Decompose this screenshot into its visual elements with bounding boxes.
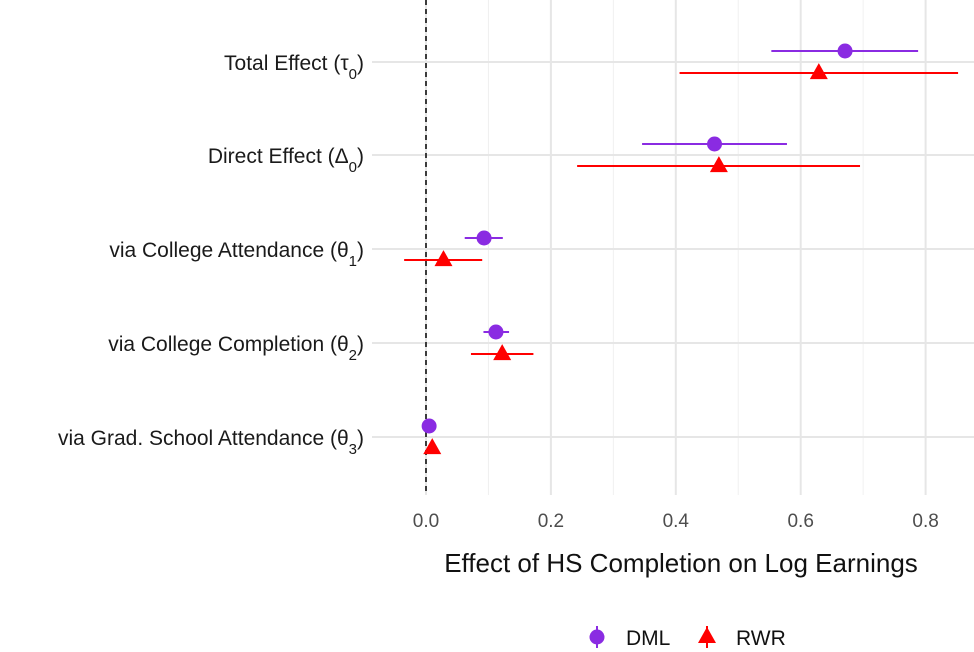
y-tick-label: via College Completion (θ2) <box>108 333 364 364</box>
legend-label: DML <box>626 627 670 650</box>
y-tick-label: Direct Effect (Δ0) <box>208 145 364 176</box>
legend-key-dml <box>589 629 605 645</box>
point-dml <box>837 43 853 59</box>
point-rwr <box>434 250 453 267</box>
y-tick-label: via College Attendance (θ1) <box>109 239 364 270</box>
y-tick-label: via Grad. School Attendance (θ3) <box>58 427 364 458</box>
data-marks <box>404 43 959 455</box>
x-axis-ticks: 0.0 0.2 0.4 0.6 0.8 <box>413 511 939 532</box>
point-rwr <box>493 344 512 361</box>
x-axis-title: Effect of HS Completion on Log Earnings <box>444 548 918 578</box>
x-tick-label: 0.8 <box>912 511 938 532</box>
x-tick-label: 0.0 <box>413 511 439 532</box>
point-rwr <box>809 63 828 80</box>
point-dml <box>476 230 492 246</box>
legend-key-rwr <box>698 627 716 643</box>
y-axis-labels: Total Effect (τ0) Direct Effect (Δ0) via C… <box>58 52 364 458</box>
point-dml <box>421 418 437 434</box>
point-rwr <box>423 438 442 455</box>
grid <box>372 0 974 495</box>
legend: DML RWR <box>589 626 786 650</box>
point-rwr <box>709 156 728 173</box>
point-dml <box>488 324 504 340</box>
x-tick-label: 0.6 <box>787 511 813 532</box>
y-tick-label: Total Effect (τ0) <box>224 52 364 83</box>
point-dml <box>707 136 723 152</box>
legend-label: RWR <box>736 627 786 650</box>
x-tick-label: 0.4 <box>663 511 690 532</box>
x-tick-label: 0.2 <box>538 511 564 532</box>
